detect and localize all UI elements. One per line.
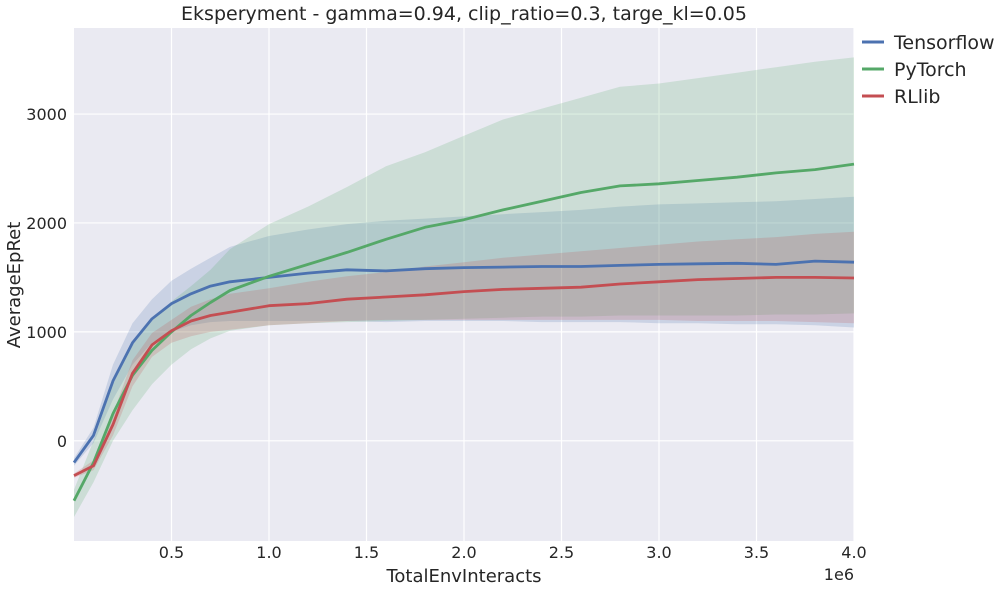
- series-lines: [72, 162, 855, 502]
- chart-title: Eksperyment - gamma=0.94, clip_ratio=0.3…: [181, 3, 747, 25]
- y-axis-label: AverageEpRet: [4, 222, 25, 349]
- x-tick-label: 1.0: [256, 543, 281, 562]
- rllib-band: [74, 231, 854, 478]
- grid: [74, 28, 855, 541]
- x-tick-label: 3.5: [744, 543, 769, 562]
- x-offset-label: 1e6: [824, 565, 854, 584]
- y-tick-label: 2000: [26, 214, 67, 233]
- x-axis-ticks: 0.5 1.0 1.5 2.0 2.5 3.0 3.5 4.0: [159, 543, 867, 562]
- x-tick-label: 2.0: [451, 543, 476, 562]
- y-tick-label: 3000: [26, 105, 67, 124]
- y-tick-label: 0: [57, 432, 67, 451]
- x-tick-label: 1.5: [354, 543, 379, 562]
- pytorch-line: [72, 162, 855, 502]
- y-axis-ticks: 0 1000 2000 3000: [26, 105, 67, 451]
- pytorch-band: [74, 57, 854, 518]
- tensorflow-line: [72, 259, 855, 464]
- y-tick-label: 1000: [26, 323, 67, 342]
- legend-label-pytorch: PyTorch: [894, 59, 967, 81]
- x-tick-label: 2.5: [549, 543, 574, 562]
- legend-label-rllib: RLlib: [894, 86, 940, 108]
- x-axis-label: TotalEnvInteracts: [385, 566, 541, 587]
- legend-label-tensorflow: Tensorflow: [893, 32, 995, 54]
- x-tick-label: 3.0: [646, 543, 671, 562]
- x-tick-label: 0.5: [159, 543, 184, 562]
- rllib-line: [73, 275, 855, 477]
- x-tick-label: 4.0: [841, 543, 866, 562]
- legend: Tensorflow PyTorch RLlib: [862, 32, 995, 108]
